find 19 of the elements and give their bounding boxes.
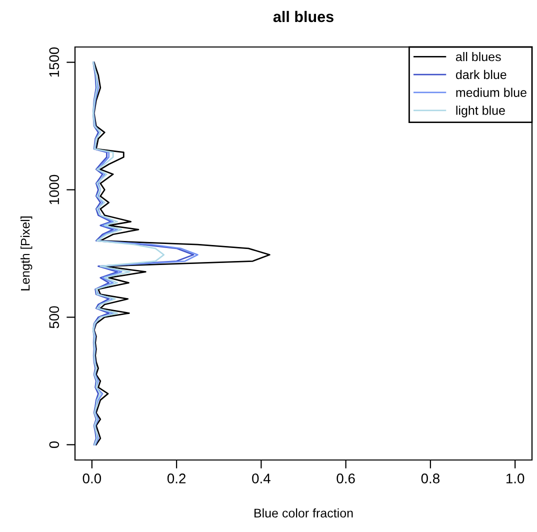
x-axis-title: Blue color fraction [254,508,353,518]
x-tick-label: 0.0 [82,474,102,484]
y-tick-label: 0 [49,441,60,448]
x-tick-label: 1.0 [506,474,524,484]
y-tick-label: 500 [49,306,60,328]
y-axis-title: Length [Pixel] [20,216,32,290]
x-tick-label: 0.6 [336,474,355,484]
line-series [93,62,270,446]
x-tick-label: 0.2 [167,474,186,484]
x-tick-label: 0.4 [252,474,270,484]
legend-label: medium blue [456,88,526,97]
y-tick-label: 1000 [49,174,60,204]
legend-label: all blues [456,52,501,62]
chart-title: all blues [273,10,334,22]
legend-label: light blue [456,106,505,118]
line-series [92,62,165,446]
y-tick-label: 1500 [49,47,60,77]
x-tick-label: 0.8 [421,474,440,484]
legend-label: dark blue [456,70,506,80]
